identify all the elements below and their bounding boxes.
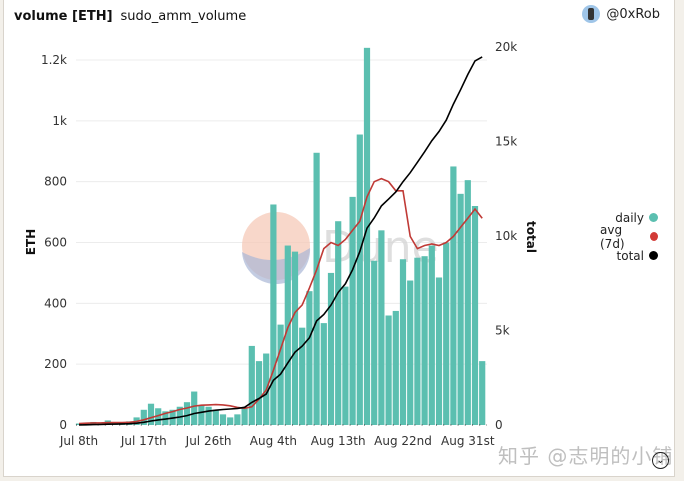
legend-item-total[interactable]: total — [600, 246, 658, 265]
legend: daily avg (7d) total — [600, 208, 658, 265]
avg-dot-icon — [649, 232, 658, 241]
svg-text:200: 200 — [44, 357, 67, 371]
legend-item-avg[interactable]: avg (7d) — [600, 223, 658, 251]
chart-header: volume [ETH] sudo_amm_volume — [14, 6, 246, 26]
author-link[interactable]: @0xRob — [582, 5, 660, 23]
svg-text:0: 0 — [59, 418, 67, 432]
daily-dot-icon — [649, 213, 658, 222]
svg-text:Aug 4th: Aug 4th — [250, 434, 297, 448]
svg-text:400: 400 — [44, 296, 67, 310]
avg-7d-line — [78, 177, 483, 425]
x-axis: Jul 8th Jul 17th Jul 26th Aug 4th Aug 13th Au… — [59, 434, 495, 448]
author-name: @0xRob — [606, 6, 660, 22]
daily-bars — [75, 47, 487, 426]
zhihu-watermark: 知乎 @志明的小铺 — [498, 444, 674, 468]
svg-text:Jul 17th: Jul 17th — [120, 434, 167, 448]
avatar — [582, 5, 601, 23]
svg-text:Jul 26th: Jul 26th — [185, 434, 232, 448]
svg-text:1.2k: 1.2k — [41, 53, 67, 67]
chart-title: volume [ETH] — [14, 8, 113, 24]
legend-item-daily[interactable]: daily — [600, 208, 658, 227]
y-axis-right-label: total — [524, 221, 538, 253]
svg-text:Aug 13th: Aug 13th — [311, 434, 366, 448]
svg-text:15k: 15k — [495, 135, 517, 149]
svg-text:1k: 1k — [52, 114, 67, 128]
svg-text:0: 0 — [495, 418, 503, 432]
svg-text:Aug 22nd: Aug 22nd — [374, 434, 432, 448]
total-line — [78, 56, 483, 426]
svg-text:Jul 8th: Jul 8th — [59, 434, 98, 448]
query-name[interactable]: sudo_amm_volume — [120, 8, 247, 24]
y-axis-left-label: ETH — [24, 229, 38, 255]
svg-text:5k: 5k — [495, 324, 510, 338]
svg-text:800: 800 — [44, 175, 67, 189]
total-dot-icon — [649, 251, 658, 260]
svg-text:Aug 31st: Aug 31st — [441, 434, 495, 448]
y-axis-left: 0 200 400 600 800 1k 1.2k — [41, 53, 67, 432]
svg-text:10k: 10k — [495, 229, 517, 243]
chevron-down-circle-icon[interactable]: ⌄ — [652, 452, 669, 469]
svg-text:600: 600 — [44, 236, 67, 250]
y-axis-right: 0 5k 10k 15k 20k — [495, 40, 517, 432]
svg-text:20k: 20k — [495, 40, 517, 54]
